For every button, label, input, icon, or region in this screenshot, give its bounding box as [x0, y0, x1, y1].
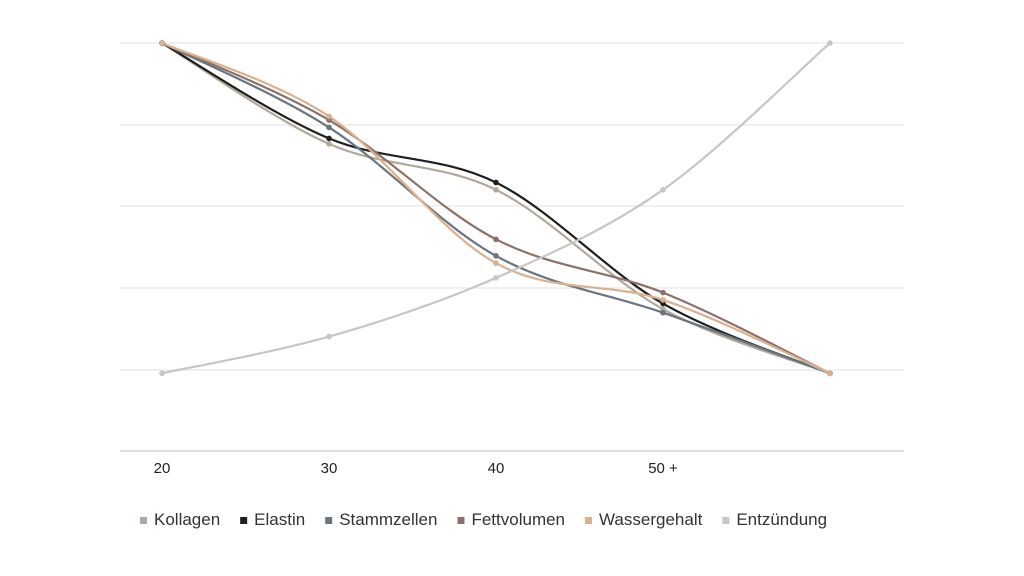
legend-label-fettvolumen: Fettvolumen [471, 510, 565, 529]
data-point-entz-ndung-3 [660, 187, 666, 193]
x-axis-ticks: 20 30 40 50 + [154, 460, 678, 477]
data-point-entz-ndung-2 [493, 275, 499, 281]
legend-marker-stammzellen [325, 517, 333, 524]
data-point-wassergehalt-2 [493, 260, 499, 267]
x-tick-label-1: 30 [321, 460, 338, 477]
series-line-fettvolumen [160, 41, 832, 375]
legend-marker-elastin [240, 517, 248, 524]
data-point-wassergehalt-0 [159, 40, 165, 46]
data-point-entz-ndung-4 [827, 40, 833, 46]
data-point-kollagen-2 [493, 187, 499, 193]
legend-label-kollagen: Kollagen [154, 510, 220, 529]
x-tick-label-2: 40 [488, 460, 505, 477]
grid-lines [120, 42, 904, 452]
data-point-elastin-2 [493, 179, 499, 186]
legend: Kollagen Elastin Stammzellen Fettvolumen Was… [140, 510, 827, 529]
legend-marker-entz-ndung [722, 517, 730, 524]
legend-label-stammzellen: Stammzellen [339, 510, 437, 529]
data-point-wassergehalt-3 [660, 297, 666, 303]
data-points [159, 40, 833, 377]
series-lines [160, 41, 832, 375]
legend-marker-fettvolumen [457, 517, 465, 524]
data-point-wassergehalt-1 [326, 113, 332, 120]
data-point-entz-ndung-1 [326, 333, 332, 340]
legend-marker-wassergehalt [585, 517, 593, 524]
data-point-stammzellen-3 [660, 309, 666, 316]
legend-label-entz-ndung: Entzündung [736, 510, 827, 529]
data-point-stammzellen-1 [326, 124, 332, 131]
legend-label-wassergehalt: Wassergehalt [599, 510, 703, 529]
data-point-entz-ndung-0 [159, 370, 165, 377]
x-tick-label-3: 50 + [648, 460, 678, 477]
x-tick-label-0: 20 [154, 460, 171, 477]
data-point-kollagen-1 [326, 141, 332, 147]
data-point-fettvolumen-3 [660, 289, 666, 296]
legend-marker-kollagen [140, 517, 147, 524]
data-point-fettvolumen-2 [493, 236, 499, 243]
legend-label-elastin: Elastin [254, 510, 305, 529]
data-point-wassergehalt-4 [827, 370, 833, 377]
data-point-elastin-1 [326, 135, 332, 142]
data-point-stammzellen-2 [493, 253, 499, 259]
